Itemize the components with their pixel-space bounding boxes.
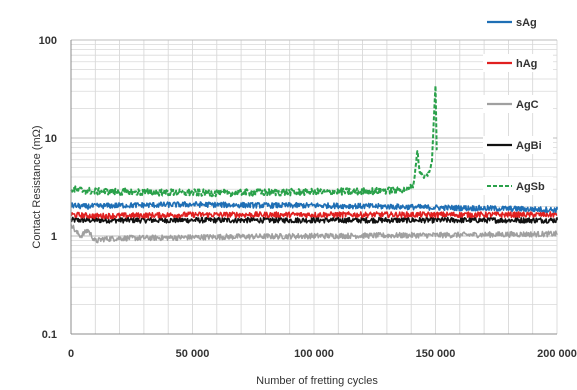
- y-tick-label: 1: [51, 231, 57, 243]
- x-tick-label: 150 000: [416, 348, 456, 360]
- legend-item-bg: [483, 177, 553, 195]
- series-line-agc: [70, 224, 558, 244]
- x-tick-label: 100 000: [294, 348, 334, 360]
- legend-item-bg: [483, 54, 553, 72]
- y-tick-label: 0.1: [42, 329, 57, 341]
- tick-labels: 0 50 000 100 000 150 000 200 000 0.1 1 10 100: [39, 35, 577, 360]
- series-line-agbi: [70, 216, 558, 224]
- legend: sAg hAg AgC AgBi AgSb: [483, 13, 553, 195]
- legend-item-agc: AgC: [483, 95, 553, 113]
- series-line-agsb: [70, 84, 438, 198]
- legend-label: AgC: [516, 99, 539, 111]
- y-tick-label: 100: [39, 35, 57, 47]
- x-axis-title: Number of fretting cycles: [256, 375, 378, 387]
- y-tick-label: 10: [45, 133, 57, 145]
- legend-item-bg: [483, 95, 553, 113]
- legend-label: AgBi: [516, 140, 542, 152]
- legend-label: hAg: [516, 58, 537, 70]
- legend-item-hag: hAg: [483, 54, 553, 72]
- x-tick-label: 200 000: [537, 348, 577, 360]
- legend-label: AgSb: [516, 181, 545, 193]
- series-line-sag: [70, 201, 558, 214]
- legend-item-sag: sAg: [483, 13, 553, 31]
- legend-item-agbi: AgBi: [483, 136, 553, 154]
- legend-item-bg: [483, 136, 553, 154]
- legend-item-agsb: AgSb: [483, 177, 553, 195]
- series-line-hag: [70, 211, 558, 220]
- legend-label: sAg: [516, 17, 537, 29]
- y-axis-title: Contact Resistance (mΩ): [31, 125, 43, 248]
- series-group: [70, 84, 558, 244]
- x-tick-label: 50 000: [176, 348, 210, 360]
- legend-item-bg: [483, 13, 553, 31]
- axes: [70, 40, 557, 335]
- grid: [70, 39, 558, 335]
- x-tick-label: 0: [68, 348, 74, 360]
